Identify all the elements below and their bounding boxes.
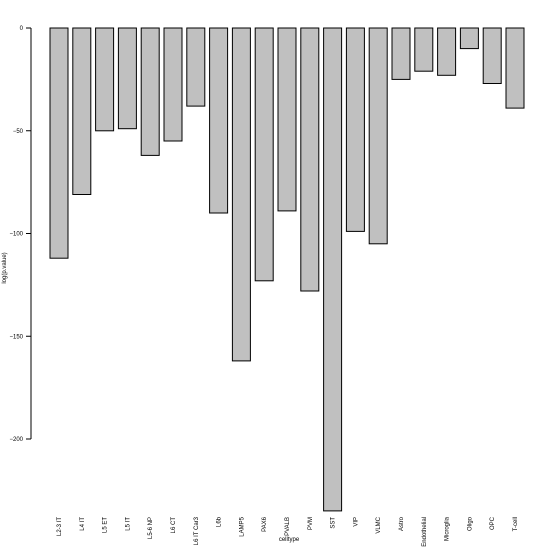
bar [414, 27, 434, 72]
x-tick-label: L5-6 NP [148, 517, 154, 539]
x-tick-label: L2-3 IT [57, 517, 63, 536]
x-tick-labels: L2-3 IT L4 IT L5 ET L5 IT L5-6 NP L6 CT L6 IT … [57, 516, 519, 546]
bar [300, 27, 320, 292]
y-tick-label: −150 [9, 334, 23, 340]
bars [49, 27, 525, 512]
bar [437, 27, 457, 76]
x-tick-label: LAMP5 [239, 516, 245, 536]
bar [186, 27, 206, 107]
x-tick-label: VIP [353, 517, 359, 527]
y-axis: 0 −50 −100 −150 −200 [9, 26, 32, 443]
bar [391, 27, 411, 80]
x-tick-label: L6 CT [171, 517, 177, 534]
bar [117, 27, 137, 130]
x-tick-label: Microglia [445, 516, 451, 541]
bar [209, 27, 229, 214]
y-tick-label: −100 [9, 232, 23, 238]
bar [140, 27, 160, 156]
y-tick-label: −200 [9, 437, 23, 443]
x-tick-label: L5 ET [103, 517, 109, 533]
bar [95, 27, 115, 132]
y-tick-label: −50 [13, 129, 24, 135]
bar [49, 27, 69, 259]
x-tick-label: PVALB [285, 517, 291, 536]
x-tick-label: L6b [217, 516, 223, 527]
y-axis-title: log(p.value) [2, 252, 8, 283]
x-tick-label: T-cell [513, 517, 519, 531]
x-tick-label: PAX6 [262, 516, 268, 532]
bar [277, 27, 297, 212]
bar [163, 27, 183, 142]
x-tick-label: L5 IT [125, 517, 131, 531]
x-tick-label: VLMC [376, 516, 382, 533]
y-tick-label: 0 [20, 26, 24, 32]
bar [231, 27, 251, 362]
x-axis-title: celltype [279, 537, 300, 543]
bar [505, 27, 525, 109]
x-tick-label: Endothelial [422, 517, 428, 547]
bar [459, 27, 479, 50]
x-tick-label: SST [331, 517, 337, 529]
x-tick-label: L6 IT Car3 [194, 516, 200, 545]
bar [482, 27, 502, 84]
x-tick-label: L4 IT [80, 517, 86, 531]
x-tick-label: PVM [308, 517, 314, 530]
x-tick-label: Oligo [467, 516, 473, 531]
bar [345, 27, 365, 232]
bar [368, 27, 388, 245]
bar [254, 27, 274, 282]
x-tick-label: Astro [399, 516, 405, 531]
bar [72, 27, 92, 195]
x-tick-label: OPC [490, 516, 496, 530]
bar [323, 27, 343, 512]
